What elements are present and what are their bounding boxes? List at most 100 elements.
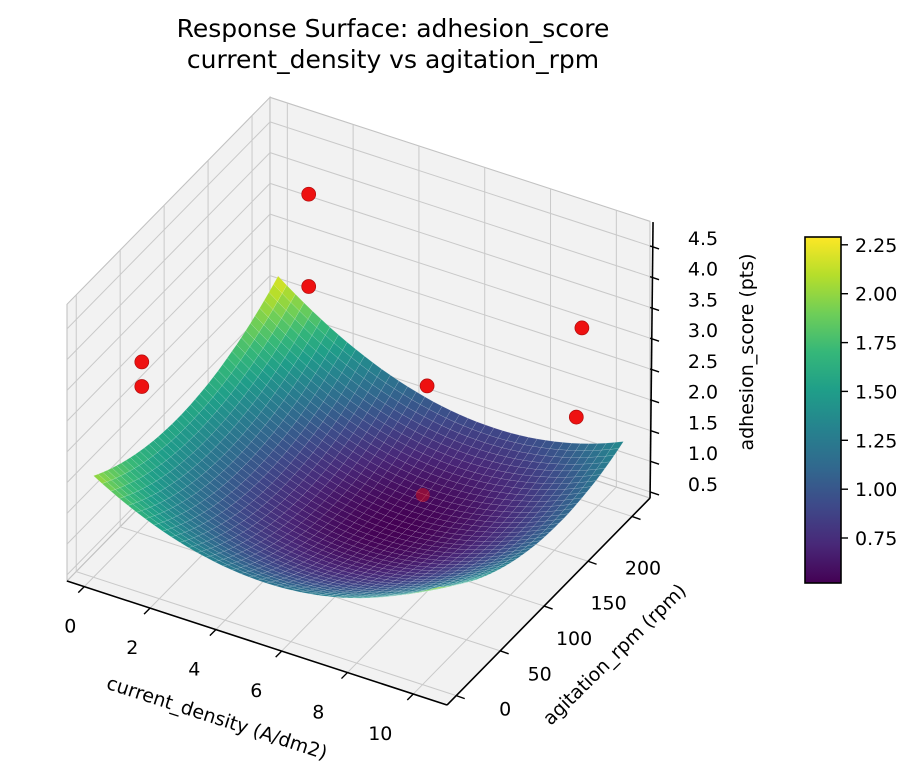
surface-quad [434, 585, 449, 590]
axis-lines [66, 222, 660, 706]
scatter-point [301, 186, 317, 202]
surface-quad [540, 527, 556, 535]
leftwall-grid-z [66, 152, 271, 360]
surface-quad [277, 292, 292, 311]
z-axis-label: adhesion_score (pts) [736, 253, 758, 450]
backwall-grid-z [269, 213, 651, 339]
backwall-grid-z [269, 244, 651, 370]
backwall-grid-z [269, 121, 651, 247]
surface-quad [462, 579, 476, 584]
scatter-point [301, 279, 317, 294]
scatter-point [134, 354, 150, 370]
chart-title-line-1: Response Surface: adhesion_score [176, 14, 610, 43]
colorbar-tick-label: 1.50 [855, 381, 897, 403]
tick-labels: 02468100501001502000.51.01.52.02.53.03.5… [64, 228, 718, 745]
y-tick-label: 50 [528, 663, 552, 685]
x-tick-mark [77, 586, 85, 594]
surface-quad [271, 325, 286, 343]
colorbar-tick-label: 0.75 [855, 528, 897, 550]
surface-quad [240, 330, 255, 347]
surface-quad [526, 540, 542, 547]
scatter-point [134, 379, 150, 394]
surface-quad [249, 339, 264, 356]
z-tick-label: 4.0 [688, 259, 718, 281]
z-tick-mark [649, 306, 660, 312]
surface-quad [591, 467, 606, 476]
surface-quad [499, 561, 513, 567]
surface-quad [222, 357, 237, 374]
surface-quad [508, 554, 523, 561]
z-tick-label: 2.5 [688, 351, 718, 373]
z-tick-mark [649, 491, 660, 496]
leftwall-grid-z [66, 213, 271, 422]
floor-grid-x [412, 486, 617, 695]
scatter-points [134, 186, 590, 502]
z-tick-label: 4.5 [688, 228, 718, 250]
z-tick-label: 2.0 [688, 382, 718, 404]
scatter-point [419, 378, 435, 394]
z-tick-mark [649, 276, 660, 281]
leftwall-grid-z [66, 244, 271, 453]
leftwall-grid-z [66, 275, 271, 483]
surface-quad [517, 547, 532, 554]
backwall-grid-z [269, 275, 651, 401]
y-tick-mark [587, 560, 597, 565]
surface-quad [549, 518, 565, 526]
colorbar-border [804, 236, 842, 584]
colorbar-tick-label: 1.00 [855, 479, 897, 501]
colorbar-tick-label: 2.25 [855, 235, 897, 257]
chart-title: Response Surface: adhesion_score current… [58, 13, 728, 75]
surface-quad [467, 577, 481, 582]
y-tick-mark [455, 694, 465, 700]
x-tick-label: 2 [126, 637, 138, 659]
surface-quad [430, 586, 444, 590]
colorbar-tick-label: 2.00 [855, 284, 897, 306]
surface-quad [530, 536, 546, 543]
z-tick-label: 1.5 [688, 412, 718, 434]
y-tick-mark [631, 515, 641, 521]
z-tick-mark [649, 368, 660, 373]
z-tick-label: 3.0 [688, 320, 718, 342]
y-tick-mark [499, 650, 509, 655]
x-tick-label: 8 [312, 702, 324, 724]
floor-grid-y [76, 571, 457, 697]
scatter-point [574, 320, 590, 336]
surface-quad [180, 409, 195, 424]
x-tick-label: 4 [188, 659, 200, 681]
leftwall-grid-z [66, 121, 271, 330]
y-tick-label: 200 [625, 557, 661, 579]
y-tick-label: 100 [556, 628, 592, 650]
surface-quad [582, 480, 597, 489]
surface-quad [194, 393, 209, 409]
z-tick-mark [649, 245, 660, 250]
surface-quad [190, 399, 205, 414]
z-tick-label: 3.5 [688, 289, 718, 311]
z-tick-mark [649, 399, 660, 404]
x-tick-label: 6 [250, 680, 262, 702]
x-tick-mark [340, 672, 348, 680]
x-axis-line [66, 580, 448, 706]
backwall-grid-z [269, 152, 651, 278]
colorbar-tick-label: 1.25 [855, 430, 897, 452]
surface-quad [448, 583, 463, 588]
y-tick-label: 0 [499, 699, 511, 721]
surface-quad [490, 566, 504, 572]
x-tick-mark [209, 629, 217, 637]
surface-quad [208, 376, 223, 392]
surface-quad [254, 331, 269, 349]
z-tick-mark [649, 337, 660, 342]
y-tick-mark [543, 605, 553, 610]
colorbar-gradient [805, 237, 841, 583]
surface-quad [609, 441, 624, 450]
y-axis-line [446, 497, 651, 706]
y-tick-label: 150 [590, 593, 626, 615]
x-tick-mark [275, 650, 283, 658]
surface-quad [521, 544, 537, 551]
surface-quad [563, 502, 579, 511]
surface-quad [504, 558, 518, 564]
colorbar: 0.75 1.00 1.25 1.50 1.75 2.00 2.25 [804, 235, 897, 584]
surface-mesh [93, 275, 624, 599]
z-axis-line [649, 222, 654, 499]
backwall-grid-z [269, 182, 651, 308]
